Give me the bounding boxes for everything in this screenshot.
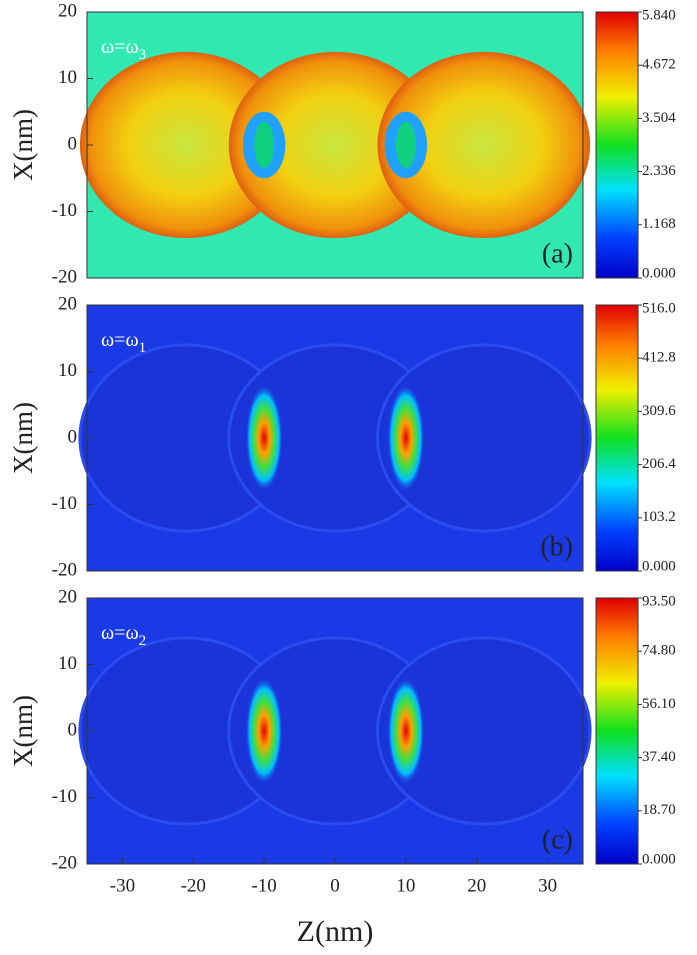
colorbar-tick-label: 18.70	[642, 802, 676, 818]
x-tick-label: -20	[181, 875, 206, 896]
panel-label: (c)	[542, 824, 573, 855]
field-hotspot	[387, 677, 425, 785]
colorbar-tick-label: 0.000	[642, 558, 676, 574]
y-axis-title: X(nm)	[8, 402, 38, 474]
field-lobe	[79, 51, 293, 239]
y-tick-label: 20	[58, 586, 77, 607]
colorbar	[595, 11, 639, 279]
annotation-main: ω=ω	[101, 329, 139, 351]
colorbar-tick-label: 37.40	[642, 749, 676, 765]
colorbar-tick-label: 5.840	[642, 7, 676, 23]
field-lobe	[376, 636, 592, 826]
annotation-main: ω=ω	[101, 622, 139, 644]
field-gap-core	[254, 121, 275, 169]
annotation-subscript: 2	[139, 633, 147, 649]
annotation-subscript: 3	[139, 47, 147, 63]
y-tick-label: 10	[58, 360, 77, 381]
field-lobe	[228, 51, 442, 239]
colorbar	[595, 597, 639, 865]
y-tick-label: 0	[68, 426, 78, 447]
colorbar-tick-label: 0.000	[642, 851, 676, 867]
x-tick-label: -30	[110, 875, 135, 896]
y-tick-label: 10	[58, 653, 77, 674]
colorbar-tick-label: 206.4	[642, 456, 676, 472]
y-tick-label: 20	[58, 0, 77, 21]
x-tick-label: -10	[251, 875, 276, 896]
field-lobe	[376, 343, 592, 533]
x-axis-title: Z(nm)	[297, 915, 374, 948]
y-axis-title: X(nm)	[8, 695, 38, 767]
x-tick-label: 30	[538, 875, 557, 896]
annotation: ω=ω2	[101, 622, 146, 650]
y-tick-label: -10	[52, 493, 77, 514]
y-tick-label: 0	[68, 133, 78, 154]
field-hotspot	[245, 384, 283, 492]
y-tick-label: -20	[52, 852, 77, 873]
y-tick-label: -20	[52, 559, 77, 580]
annotation: ω=ω3	[101, 36, 146, 64]
y-axis-title: X(nm)	[8, 109, 38, 181]
field-gap-core	[395, 121, 416, 169]
field-hotspot	[387, 384, 425, 492]
annotation-main: ω=ω	[101, 36, 139, 58]
colorbar-tick-label: 1.168	[642, 216, 676, 232]
colorbar-tick-label: 516.0	[642, 300, 676, 316]
colorbar-tick-label: 56.10	[642, 696, 676, 712]
colorbar-tick-label: 93.50	[642, 593, 676, 609]
colorbar-tick-label: 309.6	[642, 403, 676, 419]
y-tick-label: -10	[52, 200, 77, 221]
panel-label: (b)	[540, 531, 573, 562]
colorbar-tick-label: 3.504	[642, 110, 676, 126]
colorbar-tick-label: 103.2	[642, 509, 676, 525]
field-lobe	[377, 51, 591, 239]
x-tick-label: 20	[467, 875, 486, 896]
colorbar-tick-label: 0.000	[642, 265, 676, 281]
field-hotspot	[245, 677, 283, 785]
colorbar	[595, 304, 639, 572]
colorbar-tick-label: 74.80	[642, 643, 676, 659]
annotation-subscript: 1	[139, 340, 147, 356]
panel-label: (a)	[542, 238, 573, 269]
colorbar-tick-label: 412.8	[642, 350, 676, 366]
y-tick-label: -20	[52, 266, 77, 287]
x-tick-label: 10	[396, 875, 415, 896]
y-tick-label: 10	[58, 67, 77, 88]
colorbar-tick-label: 4.672	[642, 57, 676, 73]
y-tick-label: 20	[58, 293, 77, 314]
y-tick-label: 0	[68, 719, 78, 740]
x-tick-label: 0	[330, 875, 340, 896]
y-tick-label: -10	[52, 786, 77, 807]
colorbar-tick-label: 2.336	[642, 163, 676, 179]
annotation: ω=ω1	[101, 329, 146, 357]
